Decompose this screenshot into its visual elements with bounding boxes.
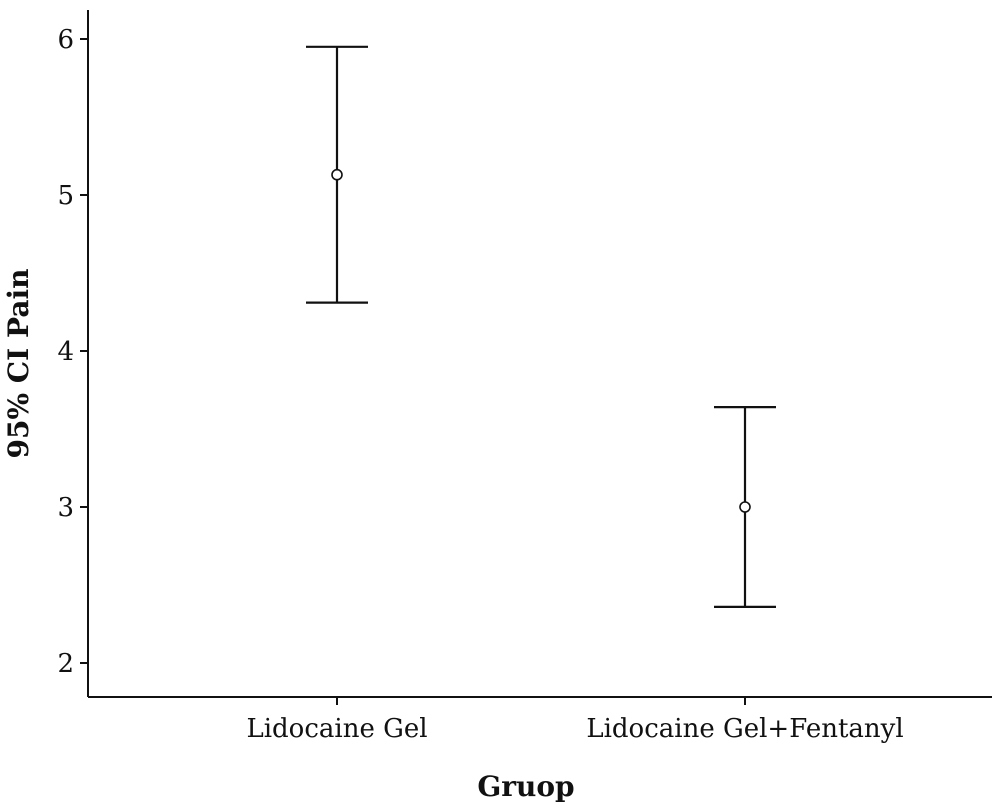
y-tick-label: 3 [57,493,74,523]
x-tick-label: Lidocaine Gel+Fentanyl [586,714,903,744]
x-axis-title: Gruop [477,770,574,803]
plot-marks [306,45,776,608]
x-ticks: Lidocaine Gel Lidocaine Gel+Fentanyl [246,697,904,744]
mean-point [739,501,751,513]
y-tick-label: 6 [57,25,74,55]
y-tick-label: 5 [57,181,74,211]
y-axis-title: 95% CI Pain [2,269,35,459]
y-tick-label: 2 [57,649,74,679]
y-tick-label: 4 [57,337,74,367]
axes [87,10,992,698]
x-tick-label: Lidocaine Gel [246,714,427,744]
y-ticks: 2 3 4 5 6 [57,25,88,679]
mean-point [331,168,343,181]
